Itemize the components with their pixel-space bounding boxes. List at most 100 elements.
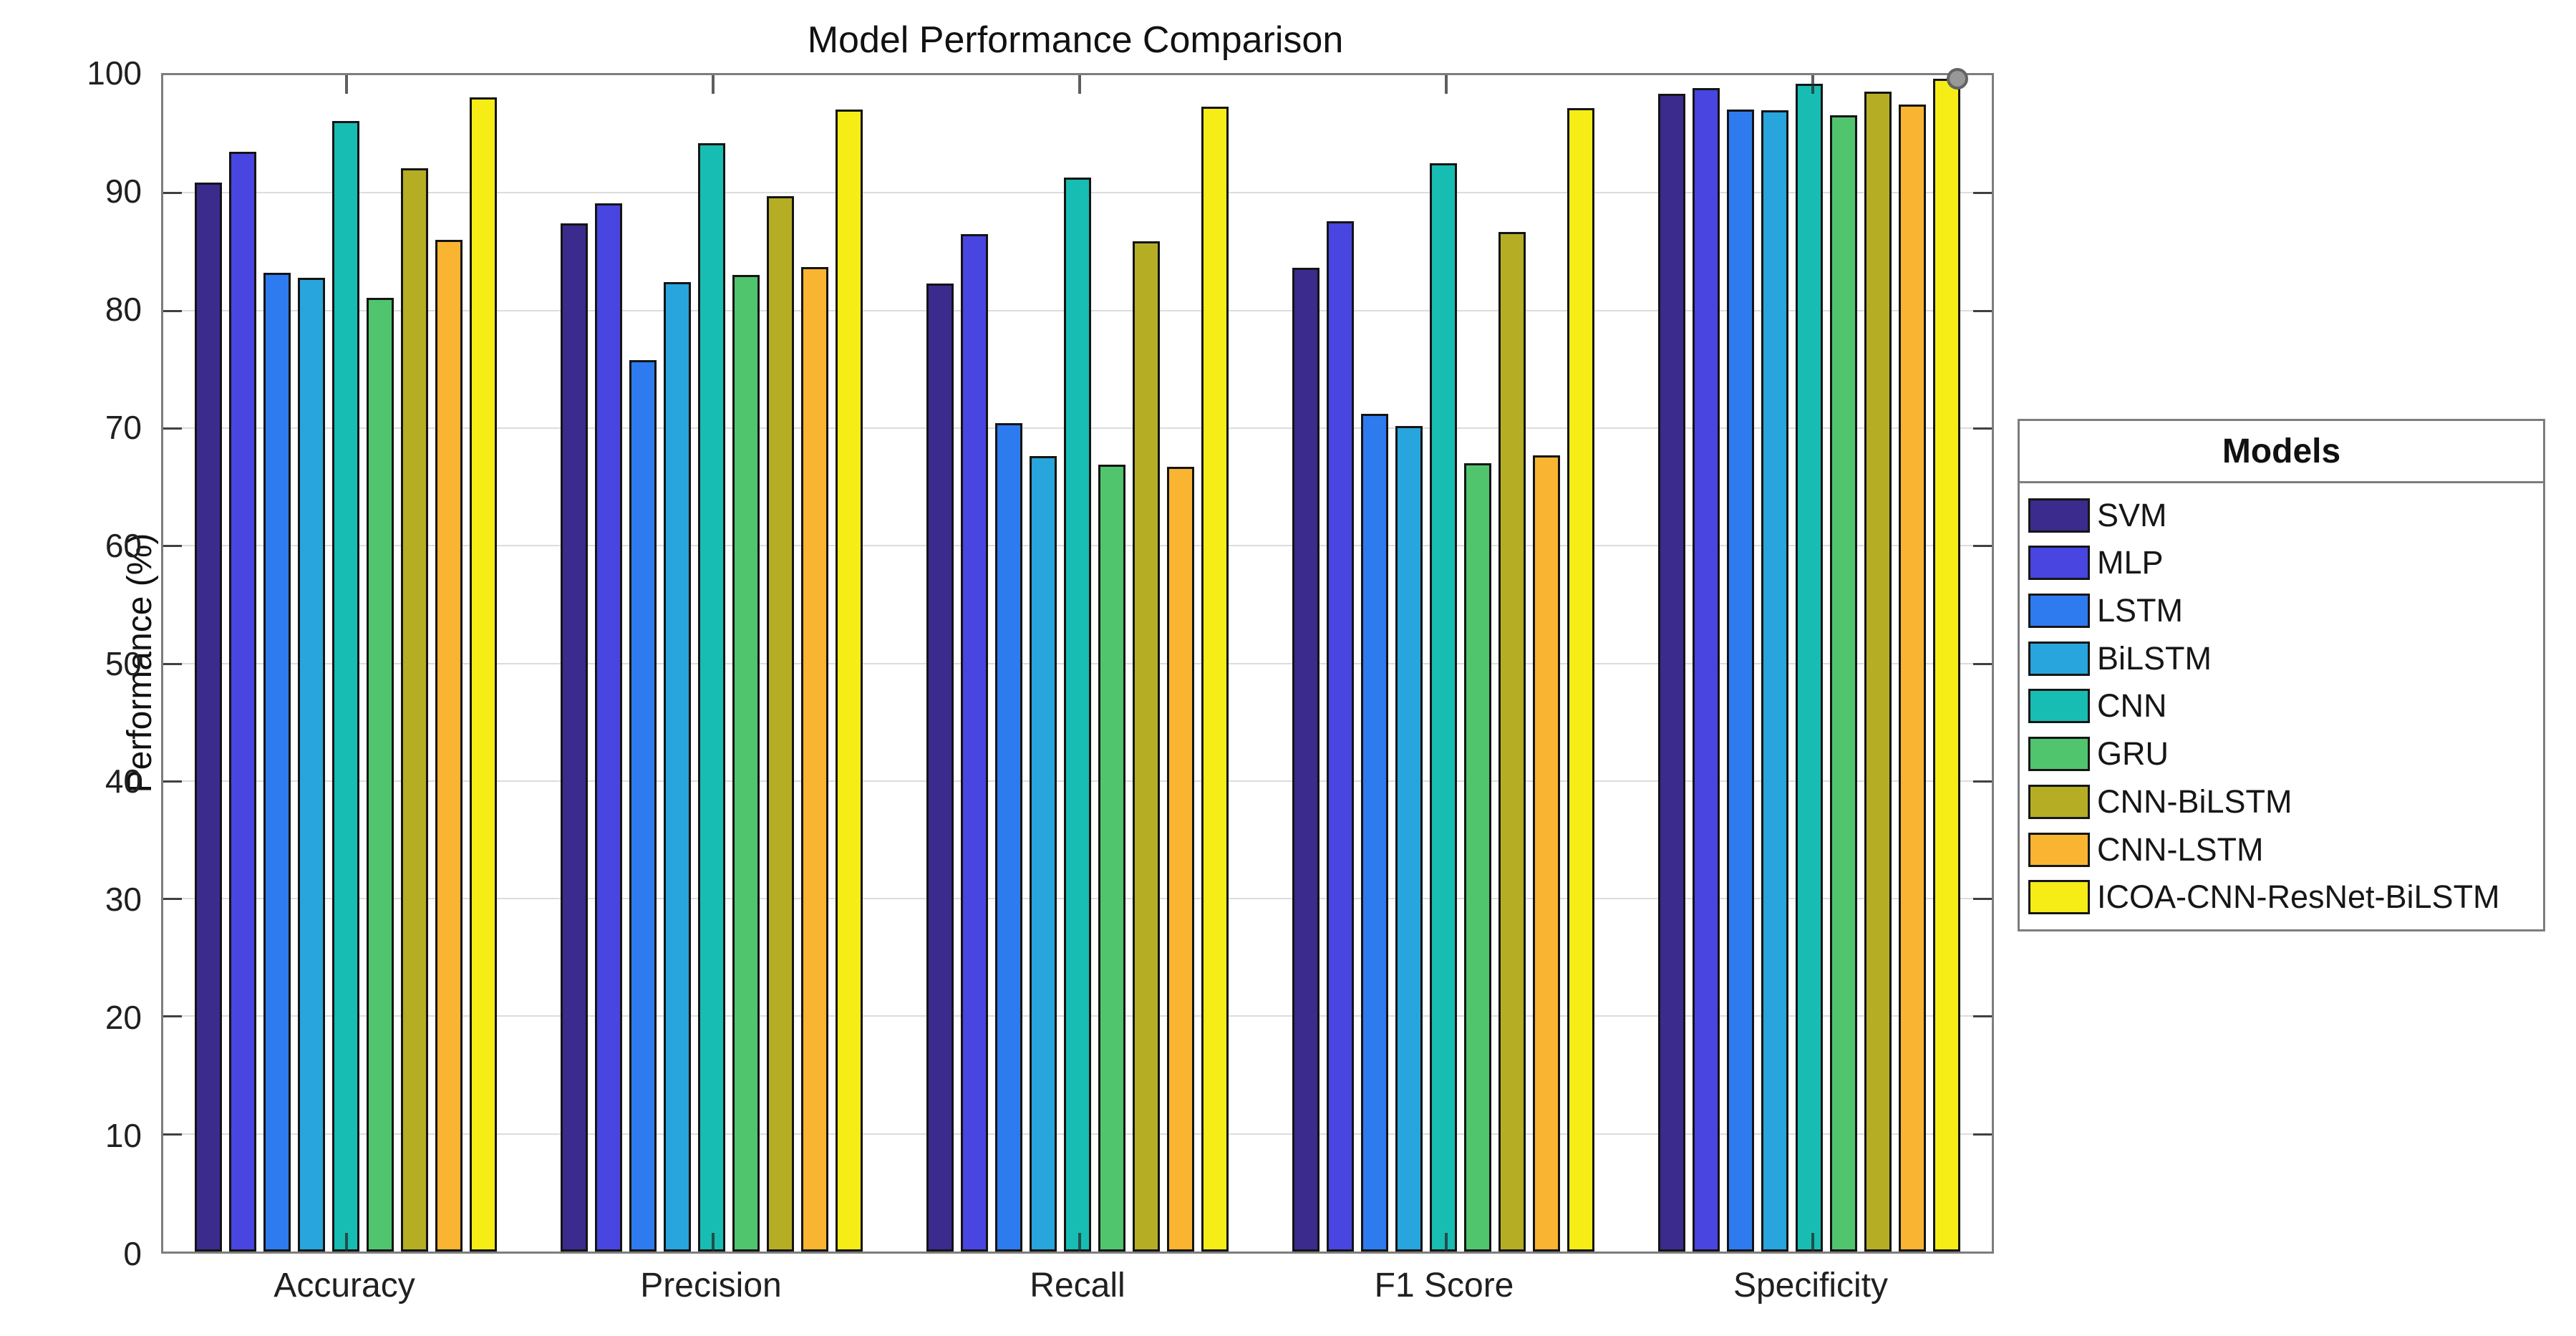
- legend-item-gru: GRU: [2028, 735, 2537, 773]
- bar-svm-accuracy: [195, 182, 223, 1252]
- bar-bilstm-specificity: [1761, 110, 1788, 1252]
- y-tick-label-90: 90: [105, 172, 142, 210]
- legend-label-svm: SVM: [2097, 496, 2167, 533]
- y-tick-right-60: [1973, 545, 1992, 548]
- bar-mlp-specificity: [1692, 88, 1720, 1252]
- x-tick-top-precision: [712, 75, 715, 94]
- legend-label-bilstm: BiLSTM: [2097, 639, 2212, 677]
- bar-icoa-cnn-resnet-bilstm-specificity: [1932, 67, 1968, 1252]
- bar-cnn-accuracy: [332, 121, 360, 1252]
- x-tick-bottom-precision: [712, 1233, 715, 1252]
- bar-group-specificity: [1626, 67, 1992, 1252]
- y-tick-right-50: [1973, 662, 1992, 665]
- legend-swatch-cnn: [2028, 689, 2090, 724]
- bar-cnn-bilstm-precision: [767, 196, 795, 1252]
- y-tick-right-40: [1973, 780, 1992, 783]
- y-tick-left-40: [163, 780, 182, 783]
- bar-icoa-cnn-resnet-bilstm-precision: [836, 109, 863, 1252]
- y-tick-label-100: 100: [87, 54, 142, 92]
- bar-mlp-recall: [960, 233, 988, 1252]
- legend-items: SVM MLP LSTM BiLSTM CNN GRU CNN-BiLSTM CNN-LSTM…: [2020, 483, 2543, 929]
- bar-lstm-accuracy: [263, 273, 291, 1252]
- legend-item-cnn-bilstm: CNN-BiLSTM: [2028, 783, 2537, 821]
- bar-cnn-bilstm-specificity: [1864, 92, 1892, 1252]
- bar-gru-recall: [1098, 464, 1125, 1252]
- bar-svm-specificity: [1657, 94, 1685, 1252]
- legend-box: Models SVM MLP LSTM BiLSTM CNN GRU CNN-BiLSTM C…: [2018, 419, 2545, 931]
- y-tick-right-70: [1973, 427, 1992, 430]
- x-tick-top-specificity: [1811, 75, 1814, 94]
- bar-gru-specificity: [1829, 115, 1857, 1252]
- x-tick-top-accuracy: [345, 75, 348, 94]
- legend-item-cnn: CNN: [2028, 687, 2537, 725]
- bar-bilstm-precision: [664, 282, 692, 1252]
- bar-cnn-lstm-specificity: [1898, 105, 1926, 1252]
- x-tick-top-f1-score: [1445, 75, 1448, 94]
- y-tick-labels: 0 10 20 30 40 50 60 70 80 90 100: [0, 54, 152, 1272]
- legend-item-svm: SVM: [2028, 497, 2537, 534]
- legend-label-cnn-bilstm: CNN-BiLSTM: [2097, 783, 2292, 820]
- bar-cnn-specificity: [1795, 83, 1823, 1252]
- bar-gru-precision: [732, 275, 760, 1252]
- legend-swatch-cnn-lstm: [2028, 832, 2090, 867]
- x-tick-bottom-specificity: [1811, 1233, 1814, 1252]
- y-tick-label-40: 40: [105, 763, 142, 800]
- legend-item-bilstm: BiLSTM: [2028, 640, 2537, 677]
- bar-group-f1-score: [1260, 75, 1626, 1252]
- y-tick-left-90: [163, 192, 182, 195]
- y-tick-label-60: 60: [105, 526, 142, 564]
- y-tick-right-90: [1973, 192, 1992, 195]
- y-tick-left-60: [163, 545, 182, 548]
- legend-swatch-svm: [2028, 498, 2090, 533]
- bar-lstm-precision: [629, 359, 657, 1252]
- y-tick-label-80: 80: [105, 290, 142, 328]
- y-tick-left-70: [163, 427, 182, 430]
- y-tick-right-80: [1973, 309, 1992, 312]
- x-tick-bottom-f1-score: [1445, 1233, 1448, 1252]
- plot-area: [161, 67, 1994, 1254]
- bar-bilstm-f1-score: [1395, 425, 1423, 1252]
- bar-group-precision: [529, 75, 895, 1252]
- x-tick-bottom-recall: [1078, 1233, 1081, 1252]
- bar-lstm-recall: [994, 423, 1022, 1252]
- marker-dot: [1946, 67, 1968, 89]
- y-tick-left-20: [163, 1015, 182, 1018]
- bar-cnn-recall: [1063, 177, 1091, 1252]
- legend-label-cnn: CNN: [2097, 687, 2167, 725]
- bar-icoa-cnn-resnet-bilstm-accuracy: [470, 97, 498, 1252]
- bar-svm-f1-score: [1292, 268, 1320, 1252]
- bar-lstm-specificity: [1726, 109, 1754, 1252]
- bar-cnn-f1-score: [1429, 163, 1457, 1252]
- bar-bilstm-recall: [1029, 456, 1057, 1252]
- legend-item-cnn-lstm: CNN-LSTM: [2028, 831, 2537, 868]
- bar-mlp-precision: [595, 203, 623, 1252]
- legend-item-mlp: MLP: [2028, 544, 2537, 581]
- bar-cnn-lstm-f1-score: [1532, 455, 1560, 1252]
- y-tick-label-10: 10: [105, 1117, 142, 1155]
- x-tick-bottom-accuracy: [345, 1233, 348, 1252]
- x-category-label-accuracy: Accuracy: [273, 1267, 415, 1304]
- y-tick-label-0: 0: [123, 1235, 142, 1272]
- bar-svm-precision: [561, 223, 589, 1252]
- legend-swatch-bilstm: [2028, 641, 2090, 676]
- y-tick-label-30: 30: [105, 881, 142, 919]
- x-tick-top-recall: [1078, 75, 1081, 94]
- bar-cnn-lstm-precision: [801, 266, 829, 1252]
- bar-mlp-f1-score: [1326, 221, 1354, 1252]
- bar-cnn-precision: [698, 143, 726, 1252]
- legend-item-lstm: LSTM: [2028, 592, 2537, 629]
- y-tick-label-20: 20: [105, 999, 142, 1037]
- x-category-labels: Accuracy Precision Recall F1 Score Specifici…: [161, 1266, 1994, 1316]
- x-category-label-recall: Recall: [1030, 1267, 1125, 1304]
- y-tick-right-20: [1973, 1015, 1992, 1018]
- legend-swatch-mlp: [2028, 546, 2090, 581]
- bar-gru-f1-score: [1463, 463, 1491, 1252]
- legend-label-lstm: LSTM: [2097, 592, 2184, 629]
- legend-label-icoa-cnn-resnet-bilstm: ICOA-CNN-ResNet-BiLSTM: [2097, 878, 2500, 916]
- legend-swatch-gru: [2028, 737, 2090, 772]
- bar-group-recall: [895, 75, 1261, 1252]
- bar-cnn-lstm-accuracy: [435, 240, 463, 1252]
- x-category-label-f1-score: F1 Score: [1374, 1267, 1514, 1304]
- chart-groups: [163, 67, 1992, 1252]
- bar-cnn-lstm-recall: [1166, 467, 1194, 1252]
